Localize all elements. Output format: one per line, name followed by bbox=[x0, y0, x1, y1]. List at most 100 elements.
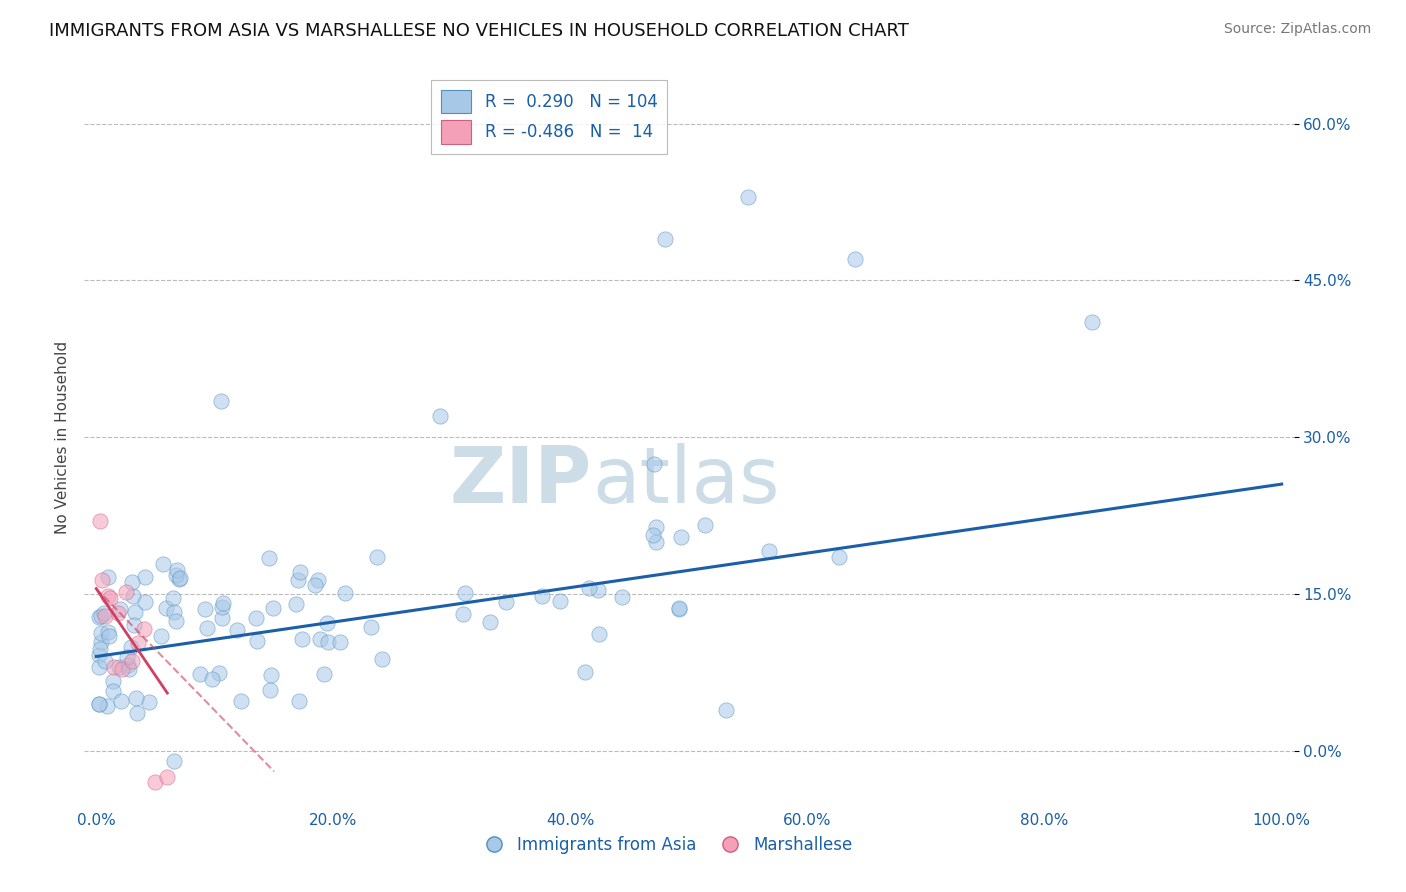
Point bbox=[366, 550, 388, 565]
Point bbox=[124, 605, 146, 619]
Point bbox=[96, 698, 118, 713]
Point bbox=[654, 231, 676, 245]
Point bbox=[290, 632, 312, 646]
Point bbox=[93, 607, 115, 621]
Point bbox=[162, 591, 184, 605]
Point bbox=[429, 409, 451, 424]
Point bbox=[329, 635, 352, 649]
Point bbox=[97, 589, 120, 603]
Y-axis label: No Vehicles in Household: No Vehicles in Household bbox=[55, 341, 70, 533]
Point bbox=[644, 520, 666, 534]
Point bbox=[87, 648, 110, 662]
Point bbox=[828, 550, 851, 565]
Point bbox=[586, 582, 609, 597]
Point bbox=[333, 586, 356, 600]
Point bbox=[260, 667, 283, 681]
Point bbox=[588, 627, 610, 641]
Point bbox=[246, 633, 269, 648]
Point bbox=[548, 594, 571, 608]
Point bbox=[257, 551, 280, 566]
Text: ZIP: ZIP bbox=[450, 443, 592, 519]
Point bbox=[132, 622, 155, 636]
Point bbox=[574, 665, 596, 680]
Point bbox=[737, 190, 759, 204]
Text: Source: ZipAtlas.com: Source: ZipAtlas.com bbox=[1223, 22, 1371, 37]
Legend: Immigrants from Asia, Marshallese: Immigrants from Asia, Marshallese bbox=[471, 829, 859, 860]
Point bbox=[201, 672, 224, 686]
Point bbox=[643, 457, 665, 471]
Point bbox=[370, 651, 392, 665]
Point bbox=[87, 697, 110, 711]
Point bbox=[103, 660, 125, 674]
Point bbox=[156, 770, 179, 784]
Point bbox=[134, 570, 156, 584]
Point bbox=[165, 614, 187, 628]
Point bbox=[531, 589, 554, 603]
Point bbox=[100, 591, 122, 605]
Point bbox=[97, 629, 120, 643]
Point bbox=[668, 602, 690, 616]
Point bbox=[87, 698, 110, 712]
Point bbox=[125, 706, 148, 720]
Point bbox=[211, 611, 233, 625]
Point bbox=[111, 662, 134, 676]
Point bbox=[211, 599, 233, 614]
Point bbox=[108, 602, 131, 616]
Point bbox=[121, 575, 143, 590]
Point bbox=[360, 619, 382, 633]
Point bbox=[121, 654, 143, 668]
Point bbox=[163, 754, 186, 768]
Point bbox=[714, 703, 737, 717]
Point bbox=[451, 607, 474, 621]
Point bbox=[693, 518, 716, 533]
Point bbox=[288, 566, 311, 580]
Point bbox=[115, 585, 138, 599]
Point bbox=[758, 543, 780, 558]
Point bbox=[671, 530, 693, 544]
Point bbox=[97, 570, 120, 584]
Point bbox=[115, 650, 138, 665]
Point bbox=[117, 658, 139, 673]
Point bbox=[229, 694, 252, 708]
Point bbox=[212, 595, 235, 609]
Text: atlas: atlas bbox=[592, 443, 780, 519]
Point bbox=[167, 572, 190, 586]
Point bbox=[844, 252, 866, 267]
Point bbox=[127, 636, 149, 650]
Point bbox=[90, 625, 112, 640]
Point bbox=[107, 607, 129, 621]
Point bbox=[110, 694, 132, 708]
Point bbox=[304, 578, 326, 592]
Point bbox=[610, 591, 633, 605]
Point bbox=[145, 775, 167, 789]
Point bbox=[122, 590, 145, 604]
Point bbox=[90, 609, 112, 624]
Point bbox=[93, 609, 115, 624]
Point bbox=[1081, 315, 1104, 329]
Point bbox=[94, 655, 117, 669]
Point bbox=[309, 632, 332, 646]
Point bbox=[197, 621, 219, 635]
Point bbox=[259, 682, 281, 697]
Point bbox=[120, 640, 142, 654]
Point bbox=[87, 610, 110, 624]
Point bbox=[101, 673, 124, 688]
Point bbox=[479, 615, 502, 629]
Point bbox=[226, 623, 249, 637]
Point bbox=[91, 573, 114, 587]
Point bbox=[138, 695, 160, 709]
Point bbox=[285, 597, 308, 611]
Point bbox=[209, 393, 232, 408]
Point bbox=[152, 557, 174, 571]
Point bbox=[125, 690, 148, 705]
Point bbox=[87, 660, 110, 674]
Point bbox=[150, 629, 173, 643]
Point bbox=[578, 581, 600, 595]
Point bbox=[314, 666, 336, 681]
Point bbox=[287, 694, 309, 708]
Point bbox=[155, 601, 177, 615]
Point bbox=[316, 634, 339, 648]
Point bbox=[307, 573, 329, 587]
Point bbox=[117, 662, 139, 676]
Point bbox=[287, 574, 309, 588]
